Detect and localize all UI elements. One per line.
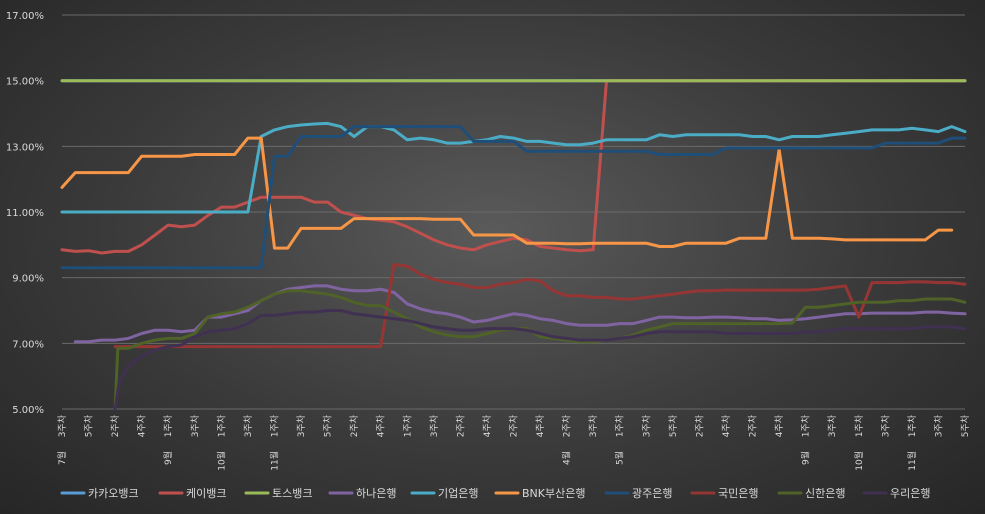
- x-tick-label: 5주차: [83, 414, 95, 437]
- legend-label: 토스뱅크: [272, 487, 312, 500]
- x-month-label: 10월: [853, 451, 865, 471]
- x-month-label: 11월: [906, 451, 918, 471]
- y-tick-label: 17.00%: [6, 11, 44, 22]
- legend-label: 신한은행: [805, 487, 845, 500]
- legend-label: 케이뱅크: [186, 487, 226, 500]
- x-tick-label: 3주차: [879, 414, 891, 437]
- y-tick-label: 15.00%: [6, 77, 44, 88]
- legend-label: BNK부산은행: [522, 487, 585, 500]
- x-tick-label: 3주차: [640, 414, 652, 437]
- y-tick-label: 11.00%: [6, 208, 44, 219]
- x-tick-label: 3주차: [428, 414, 440, 437]
- legend-label: 우리은행: [890, 487, 930, 500]
- x-tick-label: 4주차: [136, 414, 148, 437]
- series-line-1: [60, 79, 967, 255]
- x-tick-label: 4주차: [720, 414, 732, 437]
- x-tick-label: 4주차: [773, 414, 785, 437]
- x-tick-label: 2주차: [348, 414, 360, 437]
- x-tick-label: 3주차: [295, 414, 307, 437]
- x-tick-label: 2주차: [747, 414, 759, 437]
- x-month-label: 7월: [56, 451, 68, 465]
- series-line-4: [60, 121, 967, 214]
- series-lines: [60, 79, 967, 411]
- x-tick-label: 5주차: [322, 414, 334, 437]
- x-tick-label: 3주차: [932, 414, 944, 437]
- x-tick-label: 2주차: [561, 414, 573, 437]
- x-month-label: 4월: [561, 451, 573, 465]
- x-tick-label: 1주차: [162, 414, 174, 437]
- x-tick-label: 3주차: [587, 414, 599, 437]
- x-tick-label: 5주차: [667, 414, 679, 437]
- x-tick-label: 2주차: [693, 414, 705, 437]
- legend-label: 하나은행: [356, 486, 396, 500]
- series-line-6: [60, 125, 967, 270]
- x-tick-label: 1주차: [800, 414, 812, 437]
- x-tick-label: 4주차: [375, 414, 387, 437]
- x-tick-label: 1주차: [906, 414, 918, 437]
- legend: 카카오뱅크 케이뱅크 토스뱅크 하나은행 기업은행 BNK부산은행 광주은행 국민은행 신한은행…: [60, 486, 930, 500]
- legend-label: 기업은행: [438, 487, 478, 500]
- x-tick-label: 3주차: [242, 414, 254, 437]
- x-tick-label: 3주차: [826, 414, 838, 437]
- x-tick-label: 4주차: [481, 414, 493, 437]
- x-tick-label: 2주차: [454, 414, 466, 437]
- y-tick-label: 5.00%: [12, 405, 44, 416]
- x-tick-label: 1주차: [215, 414, 227, 437]
- legend-label: 광주은행: [632, 487, 672, 500]
- series-line-5: [60, 136, 954, 250]
- series-line-9: [113, 309, 967, 411]
- x-tick-label: 2주차: [109, 414, 121, 437]
- legend-label: 카카오뱅크: [88, 487, 139, 500]
- x-tick-label: 4주차: [534, 414, 546, 437]
- x-month-label: 11월: [268, 451, 280, 471]
- y-axis: 5.00% 7.00% 9.00% 11.00% 13.00% 15.00% 17.00%: [6, 11, 44, 416]
- x-tick-label: 1주차: [853, 414, 865, 437]
- x-tick-label: 3주차: [189, 414, 201, 437]
- x-axis: 3주차 7월 5주차 2주차 4주차 1주차 9월 3주차 1주차 10월 3주차 1주차 11월 3주차…: [56, 414, 971, 470]
- x-tick-label: 5주차: [959, 414, 971, 437]
- x-month-label: 9월: [800, 451, 812, 465]
- x-month-label: 10월: [215, 451, 227, 471]
- x-tick-label: 1주차: [401, 414, 413, 437]
- series-line-8: [113, 289, 967, 411]
- x-month-label: 5월: [614, 451, 626, 465]
- legend-label: 국민은행: [718, 487, 758, 500]
- y-tick-label: 13.00%: [6, 142, 44, 153]
- series-line-3: [73, 284, 967, 344]
- y-tick-label: 9.00%: [12, 274, 44, 285]
- x-tick-label: 2주차: [508, 414, 520, 437]
- x-tick-label: 1주차: [614, 414, 626, 437]
- x-tick-label: 3주차: [56, 414, 68, 437]
- y-tick-label: 7.00%: [12, 339, 44, 350]
- series-line-7: [113, 263, 967, 349]
- x-month-label: 9월: [162, 451, 174, 465]
- x-tick-label: 1주차: [268, 414, 280, 437]
